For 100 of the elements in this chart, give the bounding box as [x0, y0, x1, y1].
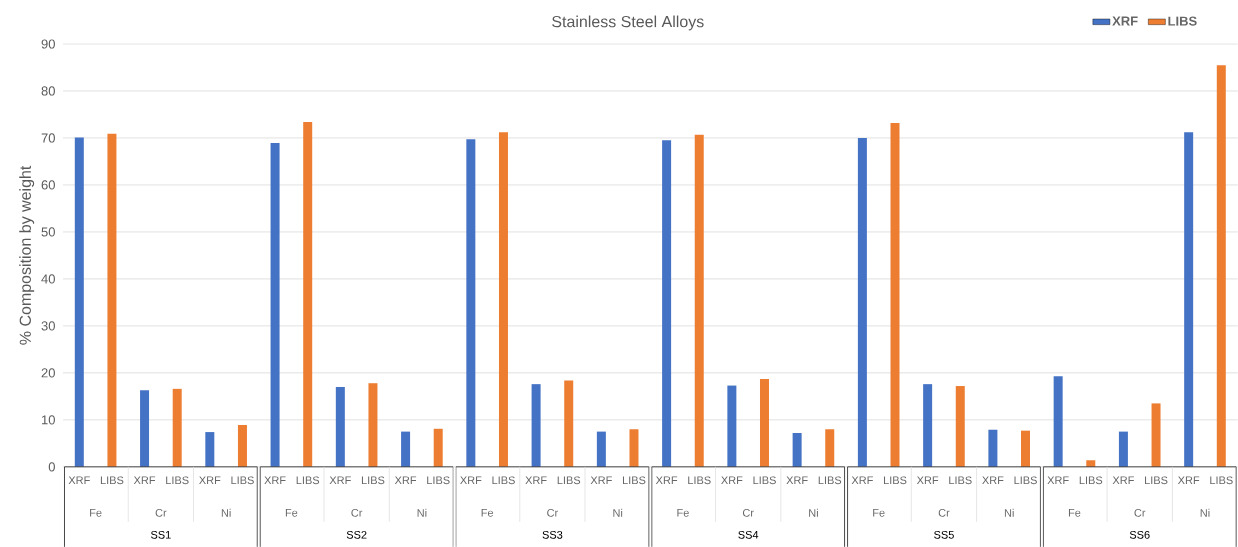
y-tick-label: 40	[41, 274, 55, 284]
x-tick-label: LIBS	[1014, 476, 1037, 485]
bar	[1118, 431, 1128, 467]
text: SS2	[346, 530, 367, 539]
y-axis-title: % Composition by weight	[19, 165, 35, 345]
bar	[1151, 403, 1161, 467]
bar	[1216, 65, 1226, 467]
bar	[531, 384, 541, 467]
bar	[140, 390, 150, 467]
bar	[205, 431, 215, 467]
y-tick-label: 60	[41, 180, 55, 190]
x-tick-label: LIBS	[492, 476, 515, 485]
bar	[172, 388, 182, 467]
bar	[760, 378, 769, 467]
bar	[401, 431, 411, 467]
text: Fe	[285, 508, 298, 517]
bar	[629, 429, 639, 467]
bar	[270, 143, 280, 467]
y-tick-label: 80	[41, 86, 55, 96]
x-tick-label: XRF	[525, 476, 547, 484]
text: Ni	[613, 508, 623, 517]
bar	[303, 121, 313, 467]
text: SS6	[1129, 530, 1150, 539]
x-tick-label: XRF	[199, 476, 221, 484]
x-tick-label: LIBS	[427, 476, 450, 485]
text: Fe	[481, 508, 494, 517]
bar	[792, 432, 802, 467]
text: Cr	[547, 508, 559, 517]
x-tick-label: XRF	[1177, 476, 1200, 484]
text: Ni	[1200, 508, 1210, 517]
x-tick-label: LIBS	[166, 476, 189, 485]
x-tick-label: LIBS	[622, 476, 646, 485]
y-tick-label: 0	[48, 462, 55, 472]
x-tick-label: XRF	[1112, 476, 1134, 484]
x-tick-label: LIBS	[361, 476, 385, 485]
x-tick-label: XRF	[68, 476, 90, 484]
bar	[368, 383, 378, 467]
text: SS4	[738, 530, 759, 539]
x-tick-label: XRF	[590, 476, 612, 484]
x-tick-label: XRF	[133, 476, 156, 484]
y-tick-label: 90	[41, 39, 55, 49]
x-tick-label: XRF	[851, 476, 873, 484]
bar	[237, 424, 247, 467]
x-tick-label: LIBS	[1079, 476, 1103, 485]
text: Ni	[1004, 508, 1014, 517]
text: SS5	[934, 530, 954, 539]
legend-label: XRF	[1112, 16, 1138, 26]
bar	[564, 380, 574, 467]
x-tick-label: XRF	[655, 476, 678, 484]
text: Fe	[90, 508, 102, 517]
text: Cr	[938, 508, 950, 517]
bar	[890, 122, 900, 467]
bar	[466, 139, 476, 467]
text: Ni	[417, 508, 427, 517]
bar	[1021, 430, 1031, 467]
x-tick-label: XRF	[394, 476, 417, 484]
y-tick-label: 30	[41, 321, 55, 331]
bar	[498, 132, 508, 467]
bar	[825, 429, 835, 467]
text: Cr	[155, 508, 167, 517]
legend-label: LIBS	[1168, 16, 1197, 26]
bar	[1053, 376, 1063, 467]
x-tick-label: LIBS	[557, 476, 581, 485]
text: SS3	[542, 530, 563, 539]
bar	[694, 134, 704, 467]
text: Fe	[873, 508, 885, 517]
bar	[1086, 460, 1096, 467]
x-tick-label: XRF	[1047, 476, 1069, 484]
y-tick-label: 20	[41, 368, 55, 378]
x-tick-label: LIBS	[231, 476, 254, 485]
bar	[955, 385, 965, 467]
bar	[923, 384, 933, 467]
text: Fe	[677, 508, 689, 517]
x-tick-label: LIBS	[1145, 476, 1168, 485]
bar	[74, 137, 84, 467]
x-tick-label: LIBS	[688, 476, 711, 485]
x-tick-label: XRF	[329, 476, 351, 484]
bar	[857, 137, 867, 467]
text: Cr	[1134, 508, 1146, 517]
chart-title: Stainless Steel Alloys	[552, 15, 704, 31]
y-tick-label: 70	[41, 133, 55, 143]
x-tick-label: LIBS	[753, 476, 776, 485]
x-tick-label: LIBS	[296, 476, 320, 485]
x-tick-label: XRF	[264, 476, 286, 484]
x-tick-label: XRF	[916, 476, 939, 484]
x-tick-label: LIBS	[884, 476, 907, 485]
text: Cr	[351, 508, 363, 517]
bar	[662, 140, 672, 467]
x-tick-label: XRF	[721, 476, 743, 484]
text: SS1	[150, 530, 171, 539]
bar	[988, 429, 998, 467]
x-tick-label: LIBS	[818, 476, 842, 485]
x-tick-label: LIBS	[100, 476, 124, 485]
bar	[335, 386, 345, 467]
bar	[727, 385, 737, 467]
x-tick-label: XRF	[982, 476, 1004, 484]
text: Ni	[221, 508, 231, 517]
bar	[1184, 132, 1194, 467]
x-tick-label: LIBS	[949, 476, 972, 485]
bar	[107, 133, 117, 467]
